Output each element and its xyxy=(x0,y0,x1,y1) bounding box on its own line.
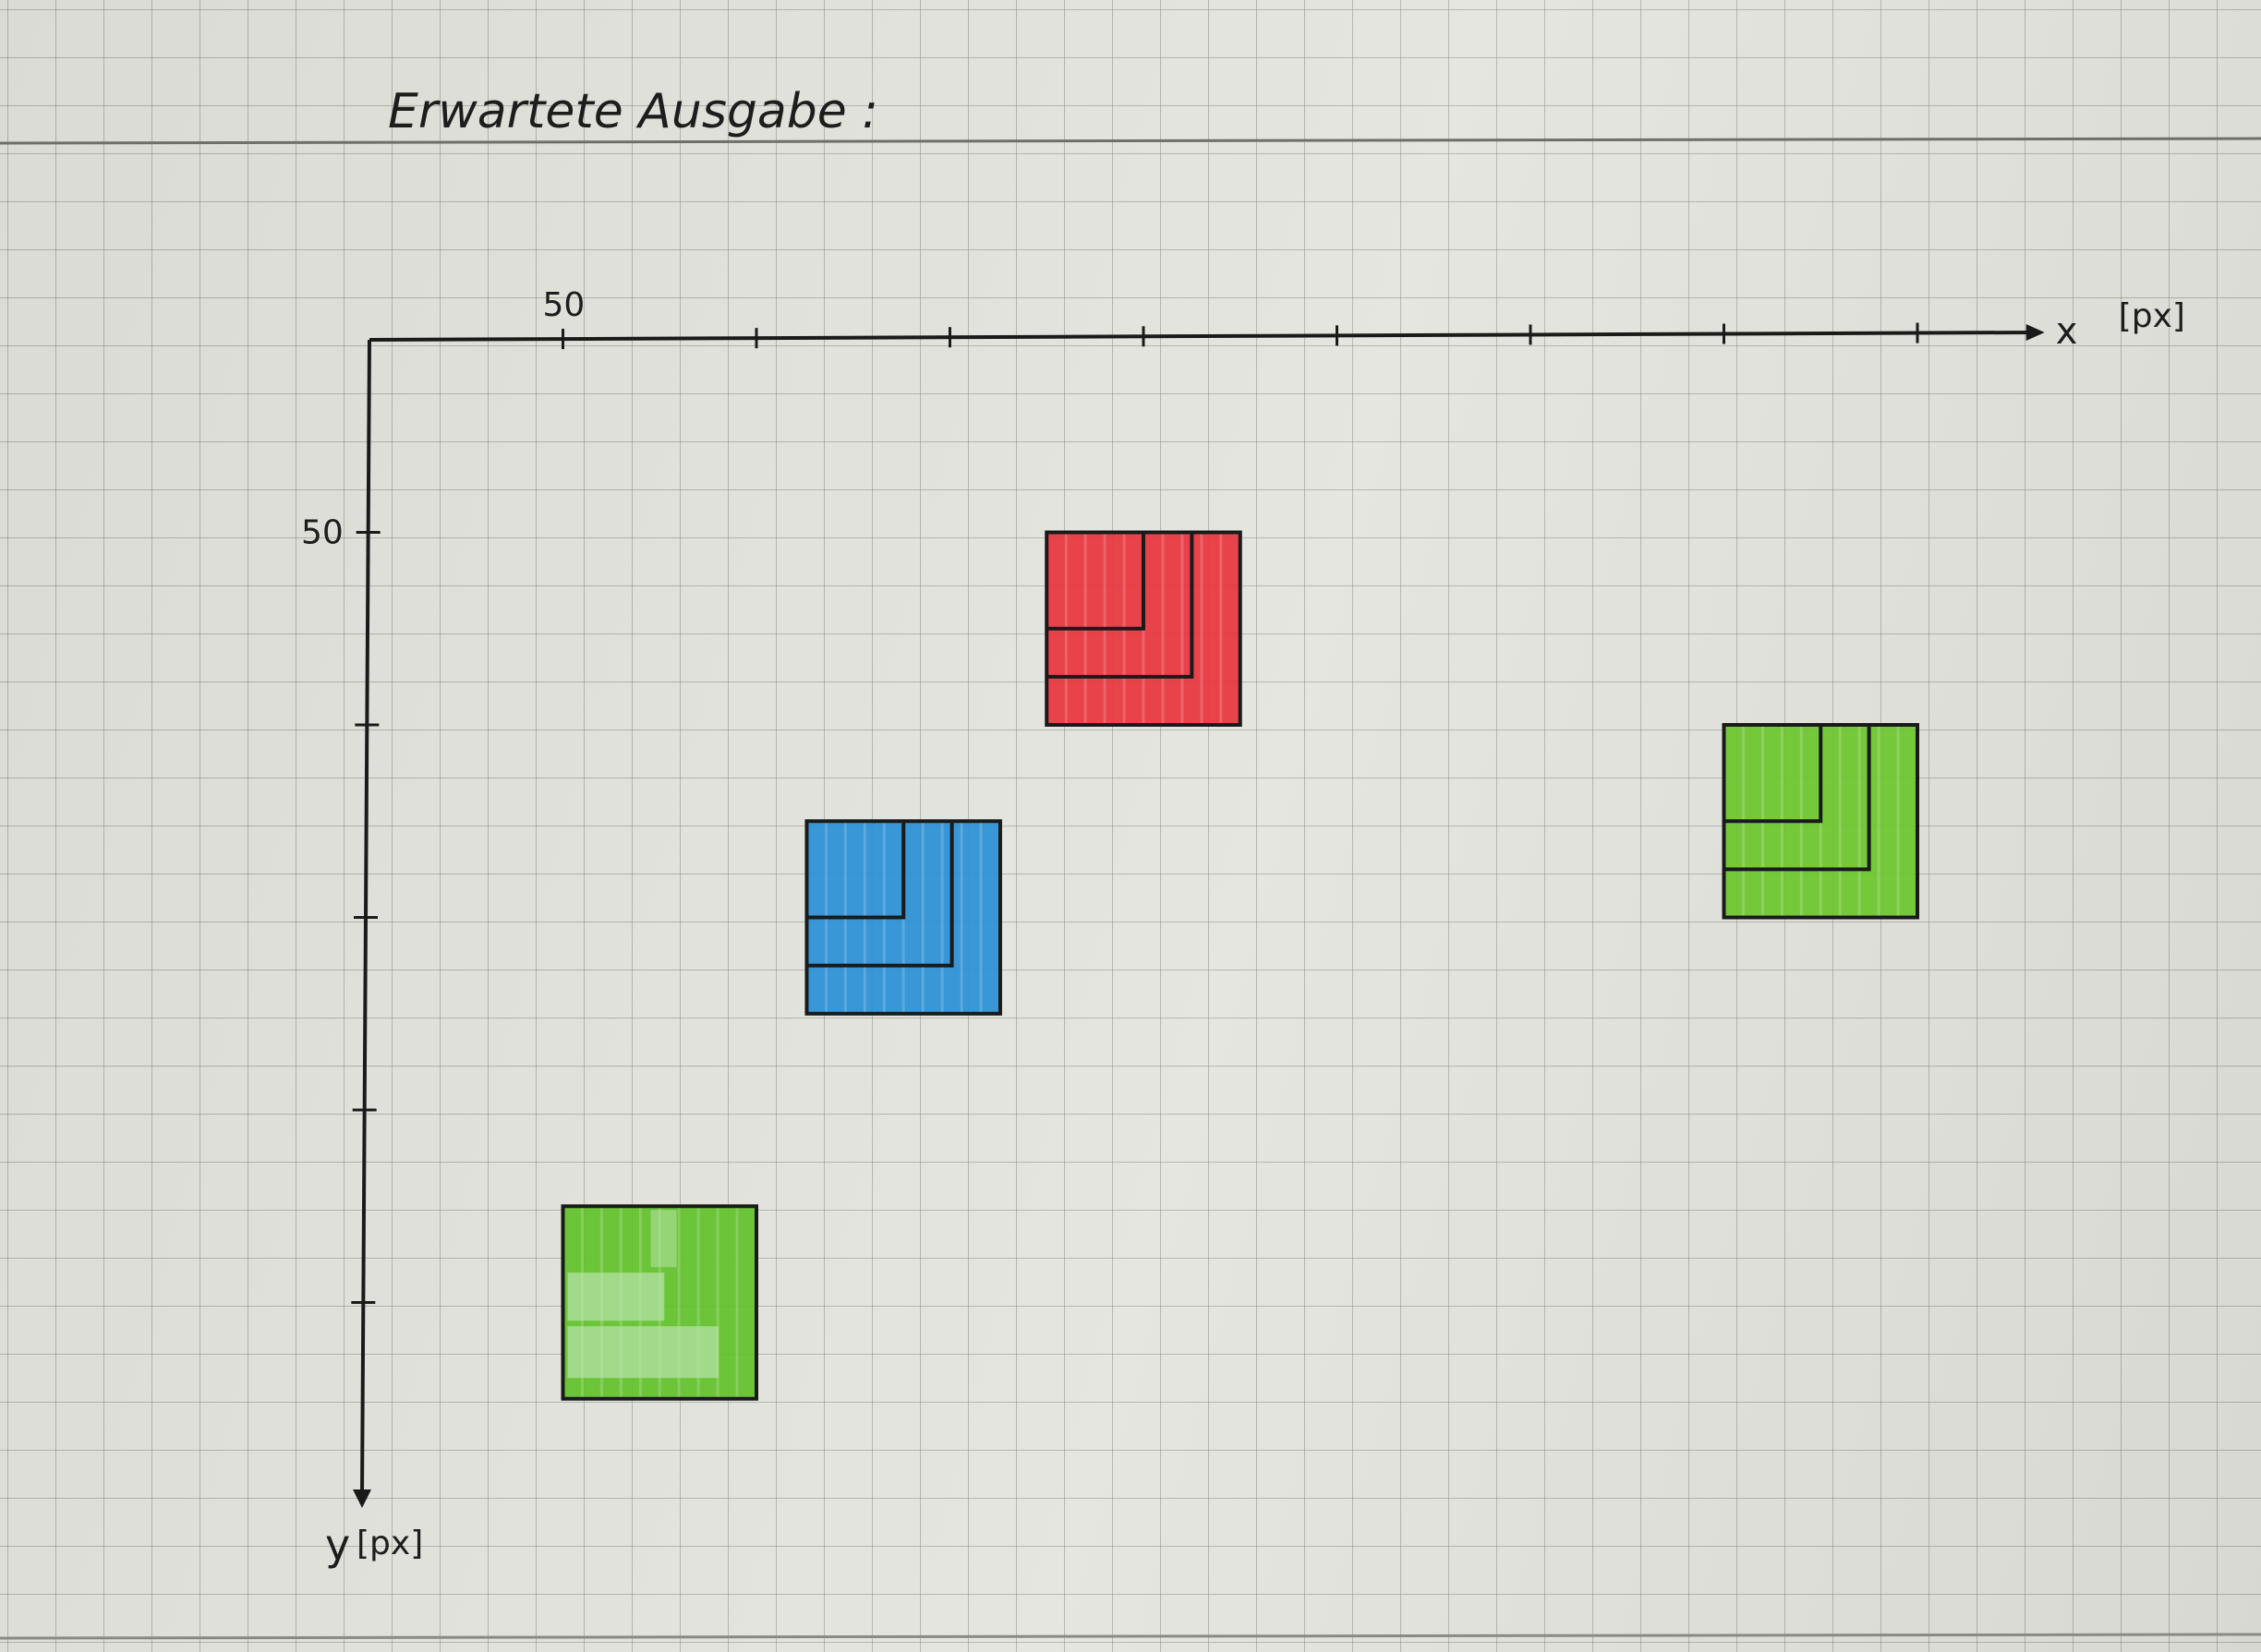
diagram-title: Erwartete Ausgabe : xyxy=(388,84,878,139)
green-square-right xyxy=(1722,723,1919,920)
y-axis-label: y xyxy=(325,1520,350,1570)
squares xyxy=(561,530,1919,1401)
tape-patch xyxy=(650,1210,677,1268)
tape-patch xyxy=(567,1326,719,1379)
y-axis-arrow xyxy=(353,1489,371,1508)
red-square xyxy=(1045,530,1242,727)
page-top-rule xyxy=(0,137,2261,145)
tape-patch xyxy=(567,1272,665,1321)
corner-line xyxy=(806,821,906,920)
blue-square xyxy=(804,819,1002,1016)
page-bottom-rule xyxy=(0,1633,2261,1640)
x-axis-unit: [px] xyxy=(2119,297,2185,335)
green-square-bottom xyxy=(561,1204,758,1401)
square-outline xyxy=(561,1204,758,1401)
x-axis-arrow xyxy=(2025,324,2045,341)
corner-line xyxy=(1723,725,1823,824)
y-axis-unit: [px] xyxy=(357,1525,423,1562)
corner-line xyxy=(1046,532,1145,631)
x-axis-label: x xyxy=(2056,310,2078,353)
corner-line xyxy=(1046,532,1194,679)
x-axis-line xyxy=(369,331,2034,342)
corner-line xyxy=(1723,725,1871,872)
x-tick-label: 50 xyxy=(543,286,586,324)
y-tick-label: 50 xyxy=(301,514,344,552)
corner-line xyxy=(806,821,954,968)
